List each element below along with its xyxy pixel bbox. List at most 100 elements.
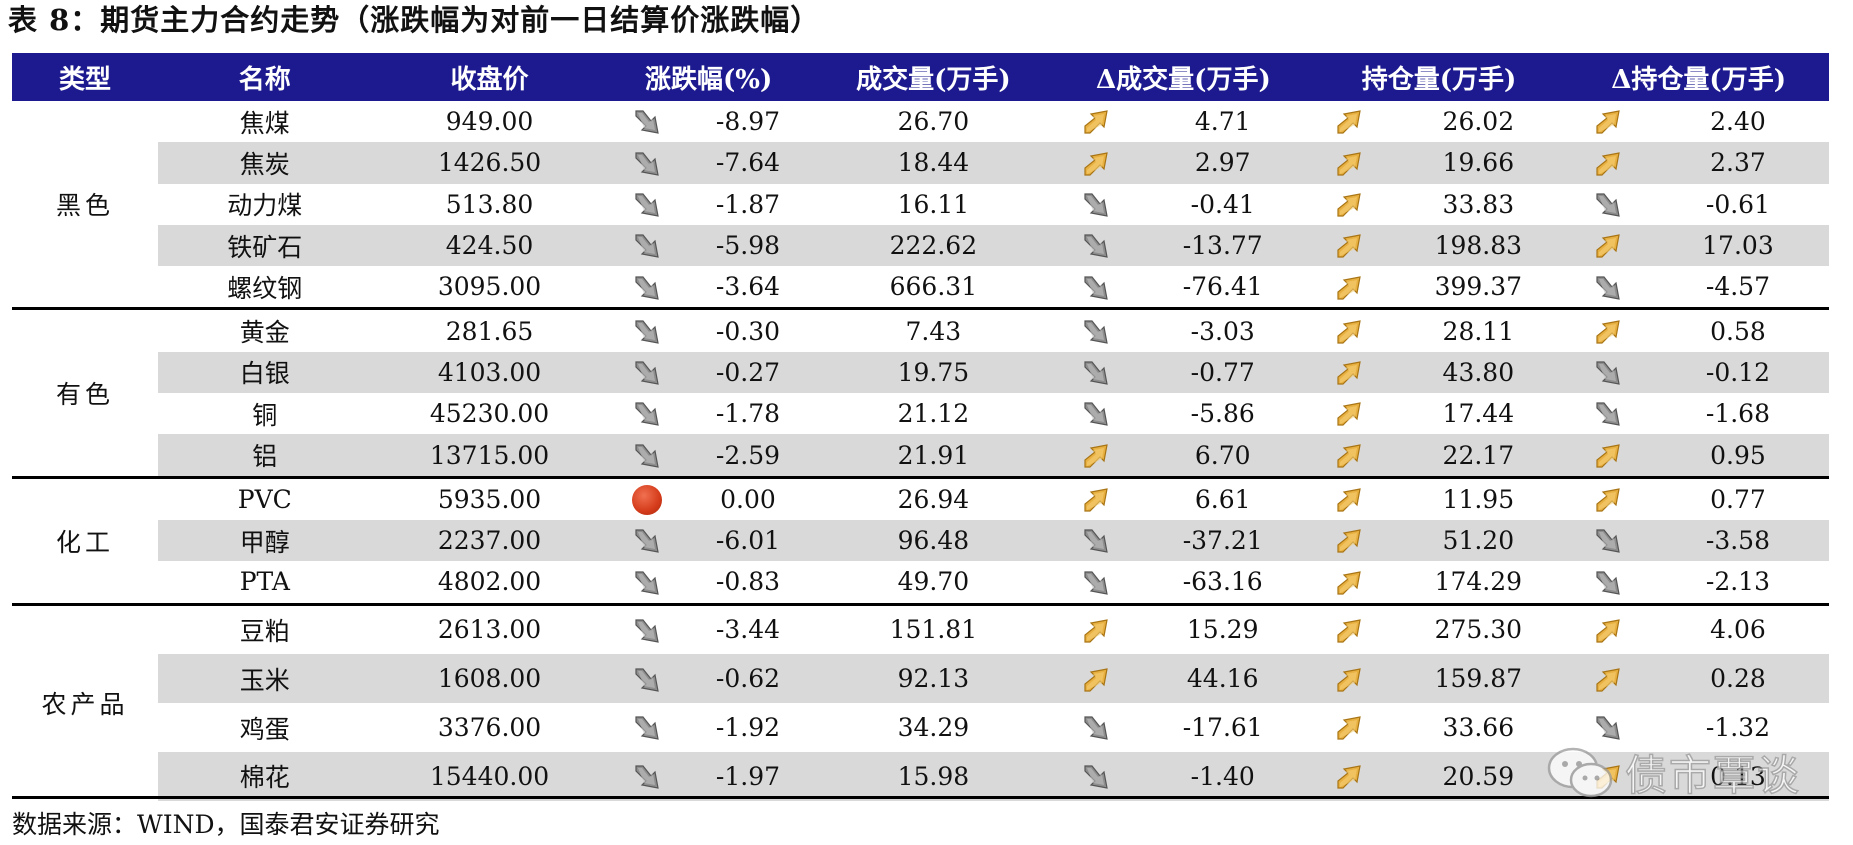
name-cell: 甲醇 bbox=[158, 519, 372, 562]
category-cell: 化工 bbox=[12, 475, 159, 605]
close-cell: 45230.00 bbox=[429, 399, 550, 429]
delta-volume-indicator bbox=[1056, 434, 1136, 478]
change-cell: -0.27 bbox=[686, 351, 810, 394]
up-arrow-icon bbox=[1595, 488, 1620, 512]
table-row: 焦炭 1426.50 -7.64 18.44 2.97 19.66 2.37 bbox=[12, 142, 1829, 184]
delta-volume-cell: -13.77 bbox=[1135, 224, 1310, 267]
up-arrow-icon bbox=[1084, 667, 1109, 692]
change-indicator bbox=[607, 602, 687, 655]
delta-volume-indicator bbox=[1056, 654, 1136, 704]
header-change: 涨跌幅(%) bbox=[607, 53, 810, 101]
name-cell: 铝 bbox=[158, 434, 372, 478]
delta-volume-cell: 6.70 bbox=[1135, 434, 1310, 478]
close-cell: 513.80 bbox=[445, 189, 534, 219]
down-arrow-icon bbox=[1595, 529, 1620, 554]
name-cell: 白银 bbox=[158, 351, 372, 394]
table-row: 黑色 焦煤 949.00 -8.97 26.70 4.71 26.02 2.40 bbox=[12, 101, 1829, 309]
delta-open-interest-cell: 0.95 bbox=[1646, 434, 1829, 478]
change-cell: -1.97 bbox=[686, 751, 810, 801]
down-arrow-icon bbox=[635, 361, 659, 385]
down-arrow-icon bbox=[635, 444, 659, 468]
table-row: 玉米 1608.00 -0.62 92.13 44.16 159.87 0.28 bbox=[12, 654, 1829, 704]
change-cell: -1.92 bbox=[715, 713, 781, 743]
change-cell: -0.62 bbox=[686, 654, 810, 704]
delta-open-interest-cell: 0.28 bbox=[1646, 654, 1829, 704]
name-cell: 焦煤 bbox=[239, 108, 290, 138]
table-row: 有色 黄金 281.65 -0.30 7.43 -3.03 28.11 0.58 bbox=[12, 307, 1829, 478]
close-cell: 3095.00 bbox=[437, 272, 542, 302]
close-cell: 1608.00 bbox=[371, 654, 608, 704]
delta-volume-cell: -0.77 bbox=[1135, 351, 1310, 394]
category-cell: 农产品 bbox=[12, 602, 159, 801]
down-arrow-icon bbox=[635, 667, 659, 692]
up-arrow-icon bbox=[1337, 234, 1361, 258]
table-row: 动力煤 513.80 -1.87 16.11 -0.41 33.83 -0.61 bbox=[12, 184, 1829, 225]
up-arrow-icon bbox=[1337, 618, 1361, 643]
down-arrow-icon bbox=[1084, 402, 1109, 427]
close-cell: 2237.00 bbox=[371, 519, 608, 562]
name-cell: 铁矿石 bbox=[158, 224, 372, 267]
open-interest-cell: 11.95 bbox=[1388, 475, 1569, 520]
up-arrow-icon bbox=[1595, 765, 1620, 789]
name-cell: 玉米 bbox=[158, 654, 372, 704]
open-interest-cell: 22.17 bbox=[1388, 434, 1569, 478]
volume-cell: 18.44 bbox=[809, 142, 1057, 184]
change-cell: -3.64 bbox=[715, 272, 781, 302]
delta-volume-cell: -17.61 bbox=[1182, 713, 1263, 743]
delta-open-interest-indicator bbox=[1568, 393, 1647, 434]
open-interest-cell: 198.83 bbox=[1388, 224, 1569, 267]
down-arrow-icon bbox=[1084, 765, 1109, 789]
volume-cell: 21.12 bbox=[897, 399, 970, 429]
category-cell: 有色 bbox=[12, 307, 159, 478]
delta-open-interest-cell: 17.03 bbox=[1646, 224, 1829, 267]
delta-volume-cell: -1.40 bbox=[1135, 751, 1310, 801]
delta-open-interest-cell: -2.13 bbox=[1705, 567, 1770, 597]
delta-open-interest-indicator bbox=[1568, 266, 1647, 309]
close-cell: 1426.50 bbox=[371, 142, 608, 184]
change-indicator bbox=[607, 475, 687, 520]
down-arrow-icon bbox=[635, 716, 659, 741]
open-interest-indicator bbox=[1310, 561, 1389, 604]
delta-open-interest-indicator bbox=[1568, 224, 1647, 267]
change-indicator bbox=[608, 703, 687, 752]
change-cell: -3.44 bbox=[686, 602, 810, 655]
delta-open-interest-indicator bbox=[1568, 703, 1647, 752]
open-interest-cell: 28.11 bbox=[1388, 307, 1569, 352]
volume-cell: 19.75 bbox=[809, 351, 1057, 394]
volume-cell: 34.29 bbox=[897, 713, 970, 743]
volume-cell: 92.13 bbox=[809, 654, 1057, 704]
down-arrow-icon bbox=[1084, 529, 1109, 554]
table-row: PTA 4802.00 -0.83 49.70 -63.16 174.29 -2.13 bbox=[12, 561, 1829, 604]
down-arrow-icon bbox=[635, 619, 659, 643]
table-row: 棉花 15440.00 -1.97 15.98 -1.40 20.59 0.13 bbox=[12, 751, 1829, 801]
red-dot-icon bbox=[631, 485, 662, 516]
close-cell: 3376.00 bbox=[437, 713, 542, 743]
delta-open-interest-cell: 0.58 bbox=[1646, 307, 1829, 352]
down-arrow-icon bbox=[1084, 716, 1109, 741]
name-cell: 螺纹钢 bbox=[227, 273, 303, 303]
change-indicator bbox=[607, 307, 687, 352]
open-interest-cell: 51.20 bbox=[1388, 519, 1569, 562]
down-arrow-icon bbox=[1595, 716, 1620, 741]
volume-cell: 21.91 bbox=[809, 434, 1057, 478]
delta-volume-cell: -3.03 bbox=[1135, 307, 1310, 352]
open-interest-cell: 20.59 bbox=[1388, 751, 1569, 801]
category-cell: 黑色 bbox=[12, 101, 159, 309]
table-row: 甲醇 2237.00 -6.01 96.48 -37.21 51.20 -3.58 bbox=[12, 519, 1829, 562]
up-arrow-icon bbox=[1337, 320, 1361, 344]
open-interest-cell: 159.87 bbox=[1388, 654, 1569, 704]
open-interest-indicator bbox=[1310, 266, 1389, 309]
close-cell: 424.50 bbox=[371, 224, 608, 267]
open-interest-cell: 33.66 bbox=[1442, 713, 1515, 743]
up-arrow-icon bbox=[1337, 151, 1361, 176]
table-title: 表 8：期货主力合约走势（涨跌幅为对前一日结算价涨跌幅） bbox=[8, 3, 821, 37]
header-open-interest: 持仓量(万手) bbox=[1309, 53, 1569, 101]
change-cell: -0.30 bbox=[686, 307, 810, 352]
delta-open-interest-cell: -4.57 bbox=[1705, 272, 1770, 302]
name-cell: 铜 bbox=[252, 400, 278, 430]
volume-cell: 151.81 bbox=[809, 602, 1057, 655]
header-volume: 成交量(万手) bbox=[809, 53, 1057, 101]
down-arrow-icon bbox=[635, 529, 659, 554]
delta-open-interest-indicator bbox=[1568, 561, 1647, 604]
volume-cell: 96.48 bbox=[809, 519, 1057, 562]
